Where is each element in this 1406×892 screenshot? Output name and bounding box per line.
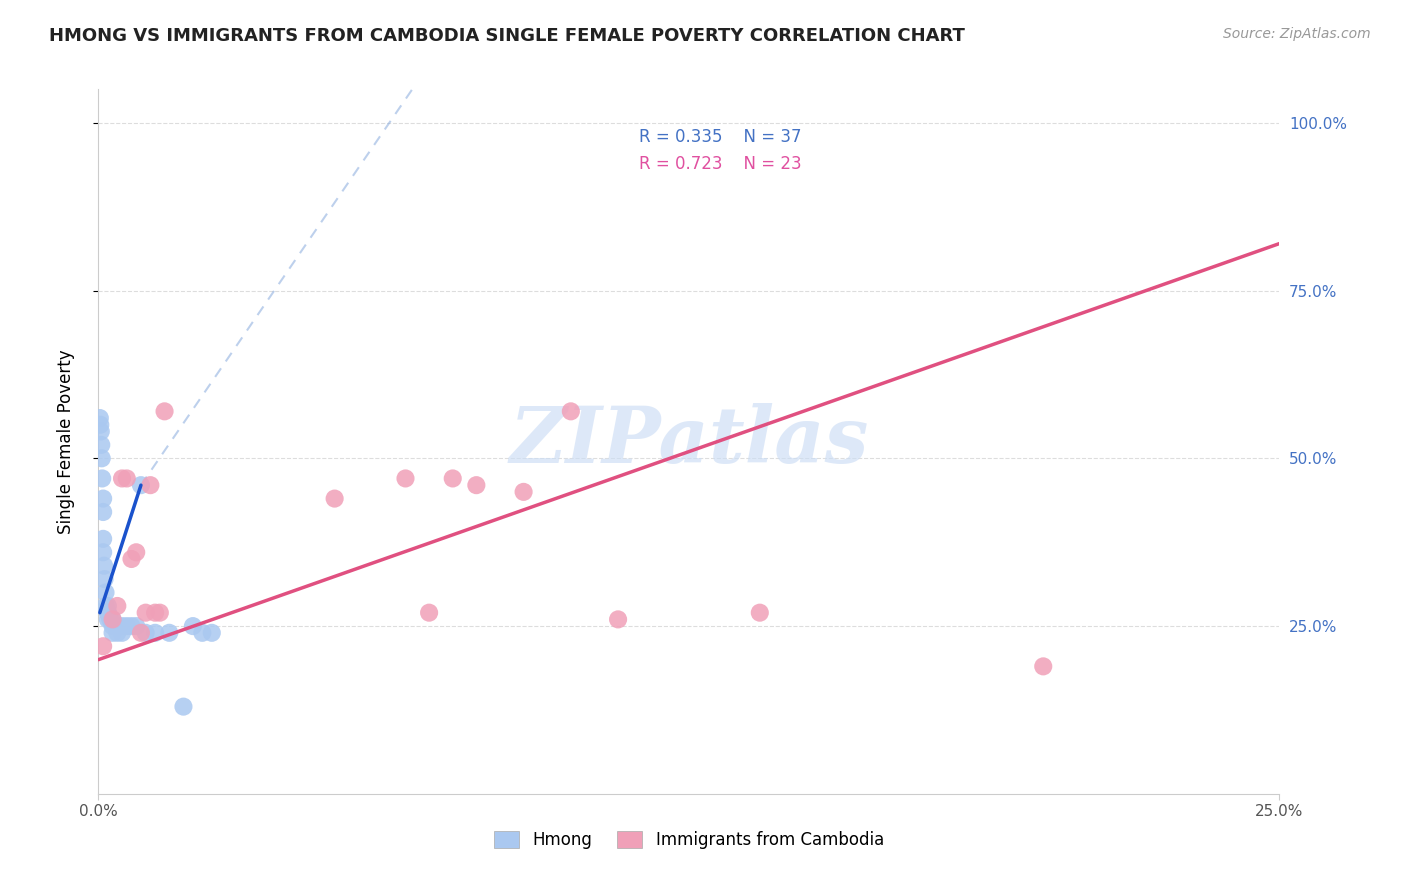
- Point: [153, 404, 176, 418]
- Point: [105, 599, 128, 613]
- Point: [135, 606, 157, 620]
- Point: [441, 471, 464, 485]
- Point: [607, 612, 630, 626]
- Point: [101, 625, 124, 640]
- Point: [89, 417, 111, 432]
- Point: [91, 471, 114, 485]
- Point: [157, 625, 180, 640]
- Point: [111, 471, 134, 485]
- Point: [125, 545, 148, 559]
- Point: [129, 478, 152, 492]
- Point: [121, 552, 143, 566]
- Point: [111, 619, 134, 633]
- Point: [115, 619, 138, 633]
- Point: [560, 404, 582, 418]
- Text: R = 0.335    N = 37: R = 0.335 N = 37: [640, 128, 801, 146]
- Point: [91, 545, 114, 559]
- Point: [97, 606, 120, 620]
- Point: [93, 572, 115, 586]
- Point: [139, 478, 162, 492]
- Point: [143, 606, 166, 620]
- Legend: Hmong, Immigrants from Cambodia: Hmong, Immigrants from Cambodia: [488, 824, 890, 856]
- Point: [111, 625, 134, 640]
- Point: [97, 599, 120, 613]
- Point: [97, 606, 120, 620]
- Point: [101, 612, 124, 626]
- Point: [191, 625, 214, 640]
- Point: [105, 619, 128, 633]
- Point: [91, 505, 114, 519]
- Point: [181, 619, 204, 633]
- Text: ZIPatlas: ZIPatlas: [509, 403, 869, 480]
- Point: [149, 606, 172, 620]
- Point: [98, 612, 121, 626]
- Point: [91, 532, 114, 546]
- Point: [418, 606, 440, 620]
- Point: [94, 585, 117, 599]
- Point: [93, 558, 115, 573]
- Point: [394, 471, 416, 485]
- Point: [89, 411, 111, 425]
- Point: [323, 491, 346, 506]
- Point: [91, 491, 114, 506]
- Y-axis label: Single Female Poverty: Single Female Poverty: [56, 350, 75, 533]
- Point: [748, 606, 770, 620]
- Text: Source: ZipAtlas.com: Source: ZipAtlas.com: [1223, 27, 1371, 41]
- Point: [91, 639, 114, 653]
- Point: [90, 425, 112, 439]
- Point: [143, 625, 166, 640]
- Point: [135, 625, 157, 640]
- Text: HMONG VS IMMIGRANTS FROM CAMBODIA SINGLE FEMALE POVERTY CORRELATION CHART: HMONG VS IMMIGRANTS FROM CAMBODIA SINGLE…: [49, 27, 965, 45]
- Point: [121, 619, 143, 633]
- Point: [105, 625, 128, 640]
- Point: [125, 619, 148, 633]
- Point: [1032, 659, 1054, 673]
- Text: R = 0.723    N = 23: R = 0.723 N = 23: [640, 154, 801, 173]
- Point: [97, 612, 120, 626]
- Point: [129, 625, 152, 640]
- Point: [90, 438, 112, 452]
- Point: [101, 619, 124, 633]
- Point: [90, 451, 112, 466]
- Point: [465, 478, 488, 492]
- Point: [512, 484, 534, 499]
- Point: [172, 699, 194, 714]
- Point: [201, 625, 224, 640]
- Point: [101, 612, 124, 626]
- Point: [94, 599, 117, 613]
- Point: [115, 471, 138, 485]
